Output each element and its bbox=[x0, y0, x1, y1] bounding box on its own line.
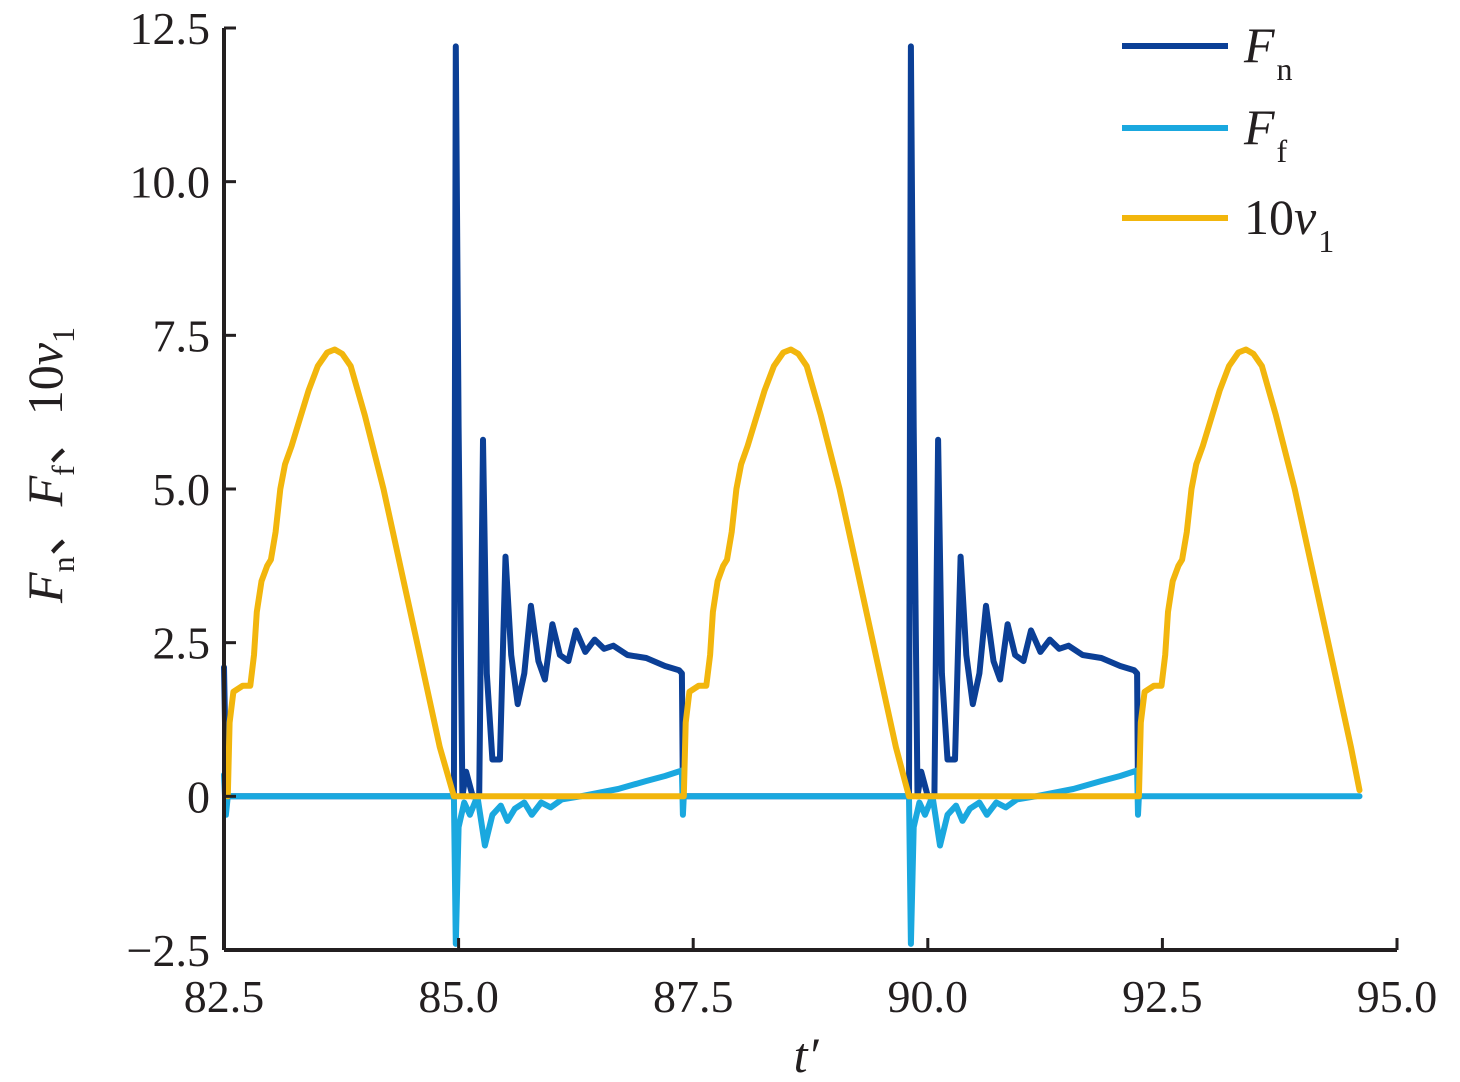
legend-label-sub: 1 bbox=[1318, 223, 1334, 259]
y-axis-title-part: F bbox=[17, 475, 73, 507]
y-tick-label: 5.0 bbox=[153, 464, 211, 515]
legend-label-sub: n bbox=[1277, 51, 1293, 87]
x-tick-label: 90.0 bbox=[888, 971, 969, 1022]
y-axis-title-part: n bbox=[45, 556, 81, 572]
legend-label-ff: Ff bbox=[1243, 99, 1288, 169]
x-tick-label: 87.5 bbox=[653, 971, 734, 1022]
legend-label-fn: Fn bbox=[1243, 17, 1293, 87]
y-tick-label: −2.5 bbox=[127, 925, 210, 976]
y-tick-label: 0 bbox=[187, 771, 210, 822]
y-tick-label: 2.5 bbox=[153, 618, 211, 669]
series-line-fn bbox=[221, 43, 1141, 800]
legend-label-main: F bbox=[1243, 99, 1275, 155]
series-line-ff bbox=[221, 767, 1363, 947]
x-axis-title: t′ bbox=[794, 1027, 820, 1082]
y-axis-title: Fn、Ff、10v1 bbox=[17, 327, 81, 604]
legend-label-main: v bbox=[1294, 189, 1317, 245]
series-line-10v1 bbox=[224, 346, 1363, 800]
y-axis-title-part: f bbox=[45, 465, 81, 476]
legend-label-main: F bbox=[1243, 17, 1275, 73]
x-tick-label: 82.5 bbox=[184, 971, 265, 1022]
y-axis-title-text: Fn、Ff、10v1 bbox=[17, 327, 81, 604]
y-axis-title-part: 、 bbox=[17, 506, 73, 556]
x-tick-label: 85.0 bbox=[418, 971, 499, 1022]
y-tick-label: 12.5 bbox=[130, 3, 211, 54]
y-tick-label: 10.0 bbox=[130, 157, 211, 208]
legend-label-coef: 10 bbox=[1244, 189, 1294, 245]
y-axis-title-part: 、 bbox=[17, 415, 73, 465]
series-layer bbox=[221, 43, 1363, 947]
ticks-layer: 82.5 85.0 87.5 90.0 92.5 95.0 −2.5 0 2.5 5.0 7.5 10… bbox=[127, 3, 1438, 1022]
x-tick-label: 95.0 bbox=[1357, 971, 1438, 1022]
y-axis-title-part: v bbox=[17, 342, 73, 365]
y-tick-label: 7.5 bbox=[153, 310, 211, 361]
axes-layer bbox=[222, 28, 1397, 952]
legend-label-10v1: 10v1 bbox=[1244, 189, 1334, 259]
y-axis-title-part: 10 bbox=[17, 365, 73, 415]
y-axis-title-part: F bbox=[17, 572, 73, 604]
y-axis-title-part: 1 bbox=[45, 327, 81, 343]
legend-label-sub: f bbox=[1277, 133, 1288, 169]
x-tick-label: 92.5 bbox=[1122, 971, 1203, 1022]
